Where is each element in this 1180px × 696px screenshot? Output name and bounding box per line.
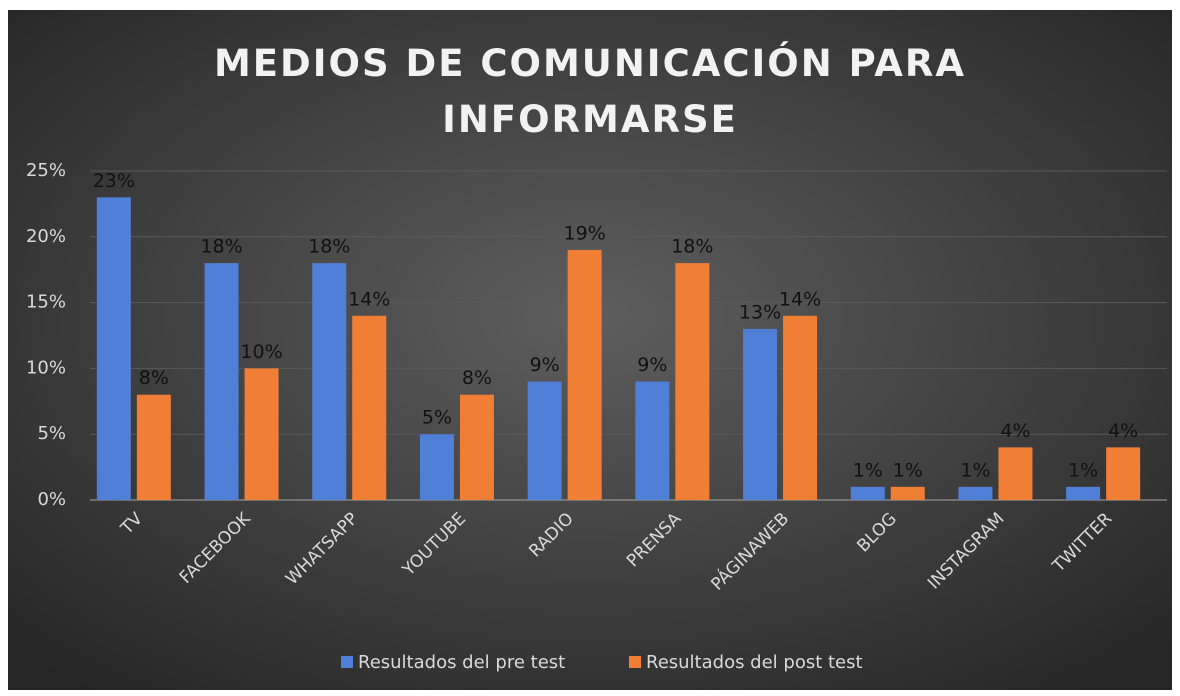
bar [890,486,925,500]
data-label: 5% [422,407,452,429]
bar [567,249,602,500]
y-tick-label: 25% [26,160,66,181]
bar [783,315,818,500]
data-label: 14% [779,288,821,310]
data-label: 9% [637,354,667,376]
bar [635,381,670,500]
bar [352,315,387,500]
bar [850,486,885,500]
data-label: 1% [893,459,923,481]
bar [244,368,279,500]
bar [1106,447,1141,500]
data-label: 10% [240,341,282,363]
legend-label: Resultados del pre test [358,652,565,673]
legend-swatch [341,656,353,668]
data-label: 1% [1068,459,1098,481]
data-label: 18% [308,236,350,258]
bar [96,197,131,500]
bar [419,434,454,500]
data-label: 4% [1108,420,1138,442]
data-label: 8% [139,367,169,389]
bar [136,394,171,500]
bar [459,394,494,500]
y-tick-label: 20% [26,226,66,247]
y-tick-label: 15% [26,292,66,313]
data-label: 1% [960,459,990,481]
data-label: 19% [564,222,606,244]
data-label: 4% [1000,420,1030,442]
bar [312,263,347,500]
data-label: 14% [348,288,390,310]
legend-swatch [629,656,641,668]
data-label: 18% [200,236,242,258]
bar [527,381,562,500]
bar [998,447,1033,500]
chart-title: MEDIOS DE COMUNICACIÓN PARA INFORMARSE [213,42,967,141]
y-tick-label: 5% [37,423,66,444]
bar [743,328,778,500]
bar [1066,486,1101,500]
bar [675,263,710,500]
data-label: 8% [462,367,492,389]
legend-label: Resultados del post test [646,652,863,673]
data-label: 13% [739,301,781,323]
data-label: 18% [671,236,713,258]
data-label: 23% [93,170,135,192]
bar [204,263,239,500]
y-tick-label: 10% [26,357,66,378]
bar [958,486,993,500]
data-label: 9% [530,354,560,376]
y-tick-label: 0% [37,489,66,510]
data-label: 1% [853,459,883,481]
